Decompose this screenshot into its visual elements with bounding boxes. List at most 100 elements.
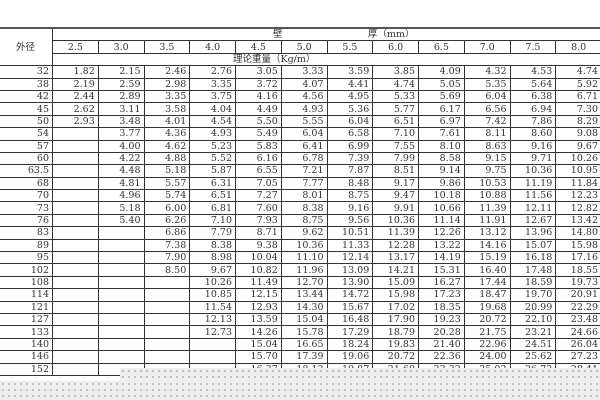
weight-cell: 3.05	[235, 65, 282, 79]
weight-cell: 18.47	[463, 288, 511, 302]
weight-cell: 20.72	[372, 350, 419, 364]
weight-cell: 15.70	[235, 350, 282, 364]
weight-cell: 9.16	[509, 139, 557, 153]
table-row: 121 11.54 12.93 14.30 15.67 17.02 18.35 19.68 20…	[0, 300, 600, 315]
weight-cell: 8.10	[418, 139, 465, 153]
weight-cell	[52, 312, 99, 327]
weight-cell: 6.78	[280, 151, 328, 166]
thickness-column-header: 4.0	[189, 40, 236, 54]
weight-cell: 7.10	[189, 213, 236, 228]
weight-cell: 12.67	[509, 213, 557, 228]
weight-cell: 6.71	[555, 89, 600, 104]
weight-cell: 7.38	[143, 238, 191, 253]
weight-cell: 24.00	[463, 350, 511, 364]
weight-cell: 12.28	[372, 238, 419, 253]
outer-diameter-cell: 45	[0, 102, 53, 116]
outer-diameter-cell: 108	[0, 275, 53, 290]
weight-cell: 7.39	[326, 151, 374, 166]
weight-cell: 5.18	[143, 164, 191, 178]
weight-cell: 5.36	[326, 102, 374, 116]
weight-cell: 9.56	[326, 213, 374, 228]
weight-cell: 14.30	[280, 300, 328, 315]
weight-cell: 19.68	[463, 300, 511, 315]
weight-cell: 23.21	[509, 325, 557, 339]
weight-cell: 9.14	[418, 164, 465, 178]
weight-cell: 11.84	[555, 176, 600, 191]
weight-cell: 6.55	[235, 164, 282, 178]
weight-cell: 9.08	[555, 127, 600, 141]
weight-cell: 4.01	[143, 114, 191, 129]
table-row: 50 2.93 3.48 4.01 4.54 5.50 5.55 6.04 6.51 6.97 7.…	[0, 114, 600, 129]
weight-cell: 19.83	[372, 337, 419, 352]
thickness-column-header: 2.5	[52, 40, 99, 54]
weight-cell: 6.51	[189, 189, 236, 203]
weight-cell: 9.47	[372, 189, 419, 203]
weight-cell: 9.62	[280, 226, 328, 240]
weight-cell: 15.78	[280, 325, 328, 339]
weight-cell	[143, 337, 191, 352]
outer-diameter-cell: 140	[0, 337, 53, 352]
weight-cell: 5.69	[418, 89, 465, 104]
wall-thickness-header: 壁 厚（mm）	[52, 27, 600, 42]
weight-cell: 7.10	[372, 127, 419, 141]
weight-cell: 12.82	[555, 201, 600, 215]
weight-cell	[189, 337, 236, 352]
weight-cell: 5.64	[509, 77, 557, 91]
weight-cell: 7.61	[418, 127, 465, 141]
table-row: 127 12.13 13.59 15.04 16.48 17.90 19.23 20.72 22…	[0, 312, 600, 327]
dotted-overlay	[120, 368, 600, 382]
weight-cell: 13.42	[555, 213, 600, 228]
weight-cell: 4.22	[97, 151, 145, 166]
weight-cell: 7.87	[326, 164, 374, 178]
weight-cell: 14.80	[555, 226, 600, 240]
weight-cell: 6.51	[372, 114, 419, 129]
weight-cell: 23.48	[555, 312, 600, 327]
outer-diameter-cell: 114	[0, 288, 53, 302]
thickness-column-header: 6.5	[418, 40, 465, 54]
outer-diameter-cell: 38	[0, 77, 53, 91]
table-row: 32 1.82 2.15 2.46 2.76 3.05 3.33 3.59 3.85 4.09 4.…	[0, 65, 600, 79]
weight-cell: 10.51	[326, 226, 374, 240]
weight-cell: 14.19	[418, 251, 465, 265]
thickness-column-header: 8.0	[555, 40, 600, 54]
weight-cell: 5.49	[235, 127, 282, 141]
outer-diameter-cell: 50	[0, 114, 53, 129]
weight-cell	[97, 288, 145, 302]
theoretical-weight-header: 理论重量（Kg/m）	[52, 52, 600, 67]
weight-cell: 4.56	[280, 89, 328, 104]
outer-diameter-cell: 83	[0, 226, 53, 240]
table-row: 68 4.81 5.57 6.31 7.05 7.77 8.48 9.17 9.86 10.53 1…	[0, 176, 600, 191]
weight-cell: 11.91	[463, 213, 511, 228]
weight-cell: 13.09	[326, 263, 374, 277]
weight-cell	[97, 275, 145, 290]
weight-cell: 25.62	[509, 350, 557, 364]
weight-cell: 9.15	[463, 151, 511, 166]
outer-diameter-cell: 70	[0, 189, 53, 203]
weight-cell: 7.60	[235, 201, 282, 215]
table-row: 54 3.77 4.36 4.93 5.49 6.04 6.58 7.10 7.61 8.11 8.…	[0, 127, 600, 141]
weight-cell: 22.36	[418, 350, 465, 364]
weight-cell: 2.59	[97, 77, 145, 91]
weight-cell: 17.48	[509, 263, 557, 277]
weight-cell: 6.16	[235, 151, 282, 166]
weight-cell: 7.27	[235, 189, 282, 203]
weight-cell: 13.90	[326, 275, 374, 290]
weight-cell: 6.58	[326, 127, 374, 141]
weight-cell: 9.67	[555, 139, 600, 153]
weight-cell: 10.82	[235, 263, 282, 277]
weight-cell: 2.93	[52, 114, 99, 129]
weight-cell: 10.36	[509, 164, 557, 178]
weight-cell	[143, 312, 191, 327]
weight-cell: 9.91	[372, 201, 419, 215]
weight-cell: 10.53	[463, 176, 511, 191]
weight-cell: 3.35	[143, 89, 191, 104]
weight-cell: 13.12	[463, 226, 511, 240]
weight-cell: 7.05	[235, 176, 282, 191]
weight-cell: 20.72	[463, 312, 511, 327]
weight-cell: 8.50	[143, 263, 191, 277]
weight-cell	[143, 275, 191, 290]
weight-cell: 24.51	[509, 337, 557, 352]
weight-cell: 6.04	[280, 127, 328, 141]
weight-cell	[52, 325, 99, 339]
weight-cell: 3.85	[372, 65, 419, 79]
